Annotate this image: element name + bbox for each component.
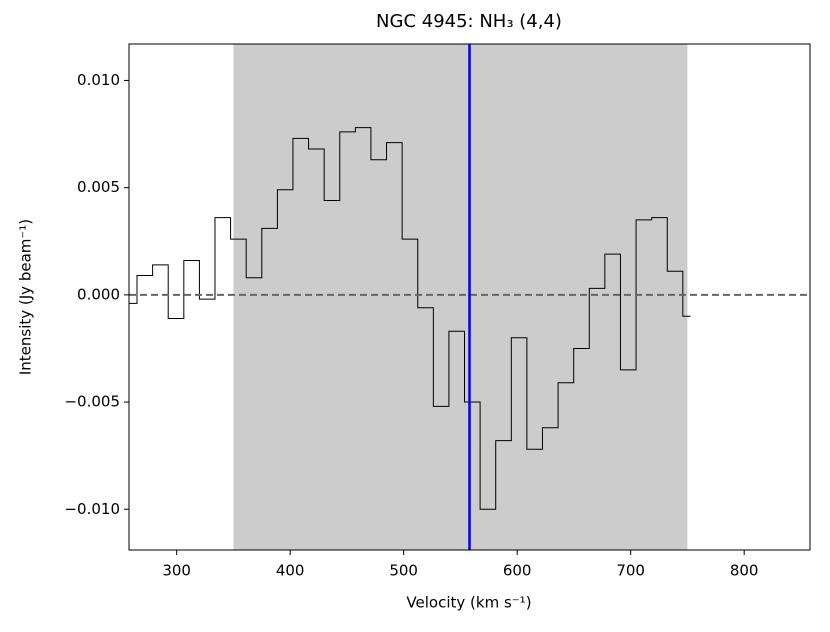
x-tick-label: 600 xyxy=(503,562,532,580)
chart-title: NGC 4945: NH₃ (4,4) xyxy=(376,11,562,32)
x-tick-label: 400 xyxy=(276,562,305,580)
plot-frame xyxy=(128,43,811,551)
y-tick-label: −0.010 xyxy=(64,500,120,518)
x-tick-label: 700 xyxy=(616,562,645,580)
x-tick-label: 800 xyxy=(730,562,759,580)
y-tick-label: 0.005 xyxy=(77,178,120,196)
spectrum-line xyxy=(129,127,691,510)
y-tick-label: −0.005 xyxy=(64,393,120,411)
y-tick-label: 0.010 xyxy=(77,71,120,89)
x-tick-label: 500 xyxy=(389,562,418,580)
shaded-span xyxy=(233,44,688,550)
x-axis-label: Velocity (km s⁻¹) xyxy=(406,594,531,612)
y-axis-label: Intensity (Jy beam⁻¹) xyxy=(17,219,35,375)
y-tick-label: 0.000 xyxy=(77,285,120,303)
x-tick-label: 300 xyxy=(162,562,191,580)
